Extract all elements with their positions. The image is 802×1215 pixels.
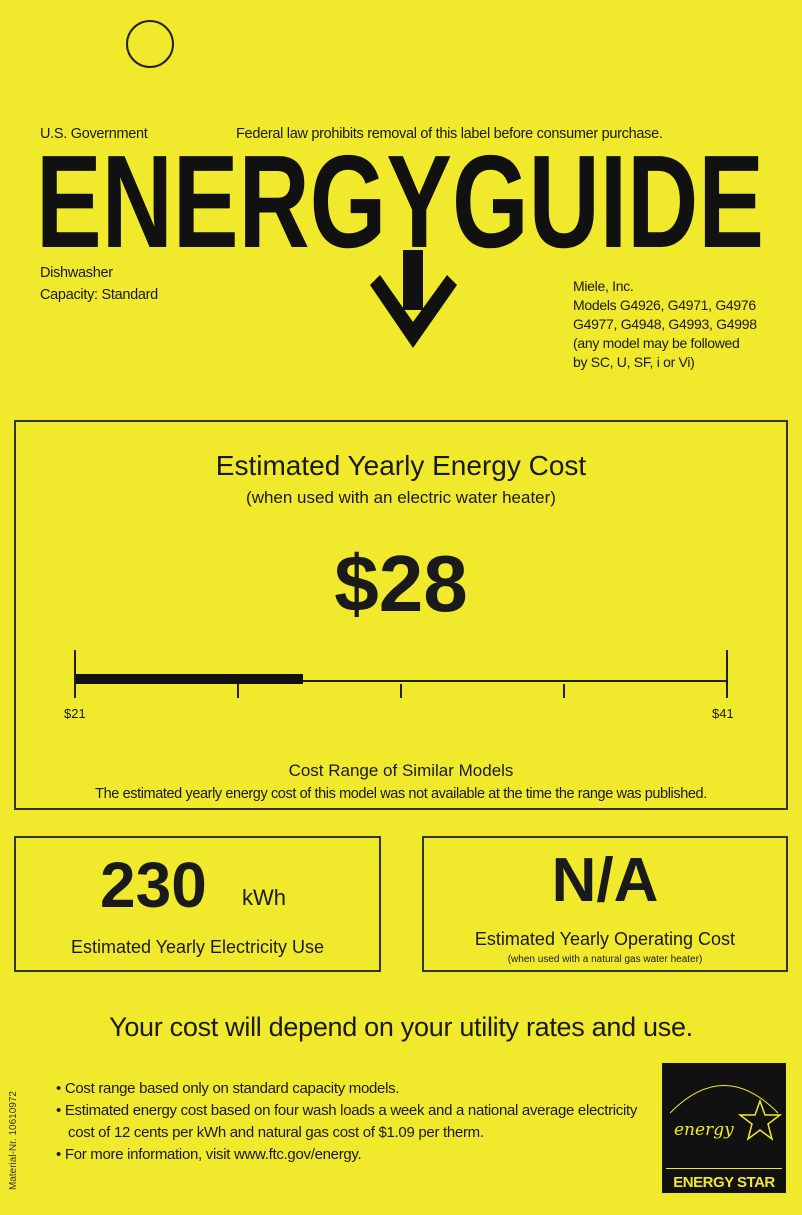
kwh-unit: kWh [242,885,286,910]
model-note-2: by SC, U, SF, i or Vi) [573,354,695,370]
manufacturer-info: Miele, Inc. Models G4926, G4971, G4976 G… [573,277,757,372]
bullet-item: • Estimated energy cost based on four wa… [56,1102,638,1141]
kwh-label: Estimated Yearly Electricity Use [70,937,325,957]
range-tick [563,684,565,698]
range-tick [726,650,728,698]
energyguide-logo: ENERGYGUIDE [36,150,764,250]
product-info: Dishwasher Capacity: Standard [40,262,158,306]
energy-star-label: ENERGY STAR [666,1168,782,1191]
kwh-value: 230 [100,849,207,921]
hang-hole [126,20,174,68]
energy-star-logo: energy ENERGY STAR [662,1063,786,1193]
models-line-1: Models G4926, G4971, G4976 [573,297,756,313]
arrow-down-icon [370,250,457,348]
range-title: Cost Range of Similar Models [288,761,514,780]
product-type: Dishwasher [40,265,113,281]
gas-label: Estimated Yearly Operating Cost [474,929,736,949]
energy-script: energy [674,1120,734,1140]
footer-bullets: • Cost range based only on standard capa… [56,1078,646,1166]
manufacturer-name: Miele, Inc. [573,278,634,294]
energy-star-icon: energy [669,1085,783,1141]
footer-headline: Your cost will depend on your utility ra… [109,1012,693,1042]
bullet-item: • Cost range based only on standard capa… [56,1080,400,1097]
gas-sublabel: (when used with a natural gas water heat… [507,954,703,965]
energyguide-wordmark: ENERGYGUIDE [36,150,764,250]
range-max-label: $41 [712,706,734,721]
gov-label: U.S. Government [40,126,148,142]
range-note: The estimated yearly energy cost of this… [95,786,707,802]
cost-value: $28 [334,539,468,628]
cost-range-track [75,680,727,682]
gas-box [422,836,788,972]
cost-title: Estimated Yearly Energy Cost [215,450,587,481]
gas-value: N/A [551,846,659,915]
cost-range-fill [75,674,304,684]
range-min-label: $21 [64,706,86,721]
models-line-2: G4977, G4948, G4993, G4998 [573,316,757,332]
electricity-box [14,836,381,972]
cost-subtitle: (when used with an electric water heater… [246,488,556,507]
yearly-cost-box [14,420,788,810]
removal-notice: Federal law prohibits removal of this la… [236,126,663,142]
range-tick [237,684,239,698]
range-tick [74,650,76,698]
model-note-1: (any model may be followed [573,335,740,351]
product-capacity: Capacity: Standard [40,287,158,303]
material-number: Material-Nr. 10610972 [8,1091,19,1190]
range-tick [400,684,402,698]
bullet-item: • For more information, visit www.ftc.go… [56,1146,362,1163]
